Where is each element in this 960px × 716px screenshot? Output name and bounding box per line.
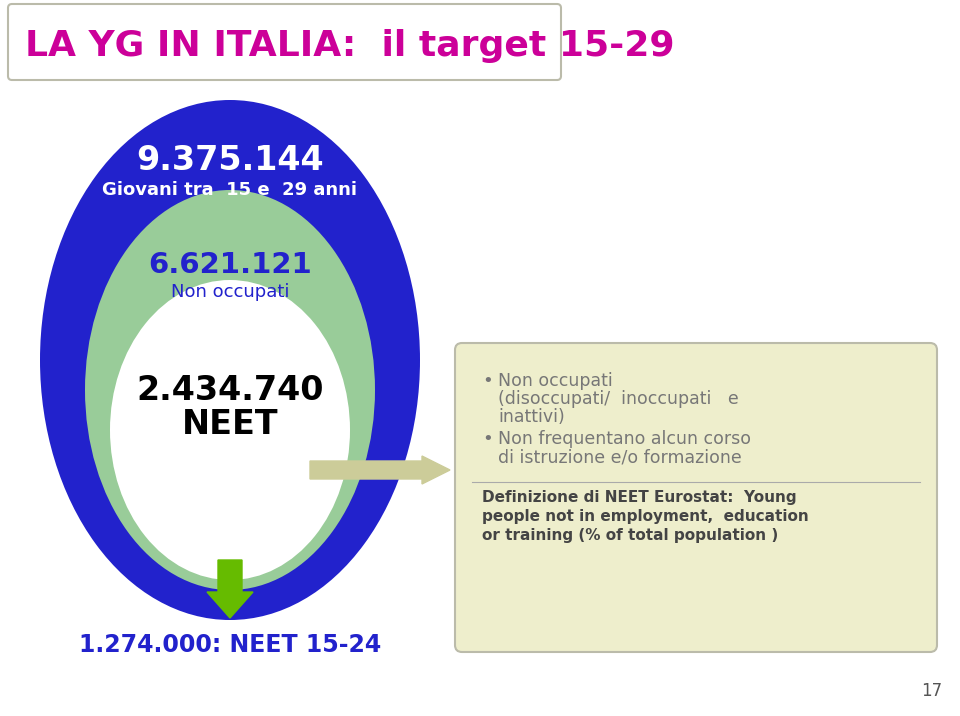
- Text: •: •: [482, 372, 492, 390]
- Text: Non frequentano alcun corso: Non frequentano alcun corso: [498, 430, 751, 448]
- Text: LA YG IN ITALIA:  il target 15-29: LA YG IN ITALIA: il target 15-29: [25, 29, 675, 63]
- FancyArrow shape: [310, 456, 450, 484]
- FancyBboxPatch shape: [8, 4, 561, 80]
- Text: Non occupati: Non occupati: [498, 372, 612, 390]
- Text: 17: 17: [921, 682, 942, 700]
- Text: 9.375.144: 9.375.144: [136, 143, 324, 177]
- Text: •: •: [482, 430, 492, 448]
- Text: 1.274.000: NEET 15-24: 1.274.000: NEET 15-24: [79, 633, 381, 657]
- FancyArrow shape: [207, 560, 253, 618]
- Text: people not in employment,  education: people not in employment, education: [482, 509, 808, 524]
- Text: 6.621.121: 6.621.121: [148, 251, 312, 279]
- Text: or training (% of total population ): or training (% of total population ): [482, 528, 779, 543]
- Text: NEET: NEET: [181, 407, 278, 440]
- Ellipse shape: [40, 100, 420, 620]
- Text: Non occupati: Non occupati: [171, 283, 289, 301]
- Text: Definizione di NEET Eurostat:  Young: Definizione di NEET Eurostat: Young: [482, 490, 797, 505]
- Text: 2.434.740: 2.434.740: [136, 374, 324, 407]
- Ellipse shape: [110, 280, 350, 580]
- Text: Giovani tra  15 e  29 anni: Giovani tra 15 e 29 anni: [103, 181, 357, 199]
- FancyBboxPatch shape: [455, 343, 937, 652]
- Text: (disoccupati/  inoccupati   e: (disoccupati/ inoccupati e: [498, 390, 739, 408]
- Text: di istruzione e/o formazione: di istruzione e/o formazione: [498, 448, 742, 466]
- Text: inattivi): inattivi): [498, 408, 564, 426]
- Ellipse shape: [85, 190, 375, 590]
